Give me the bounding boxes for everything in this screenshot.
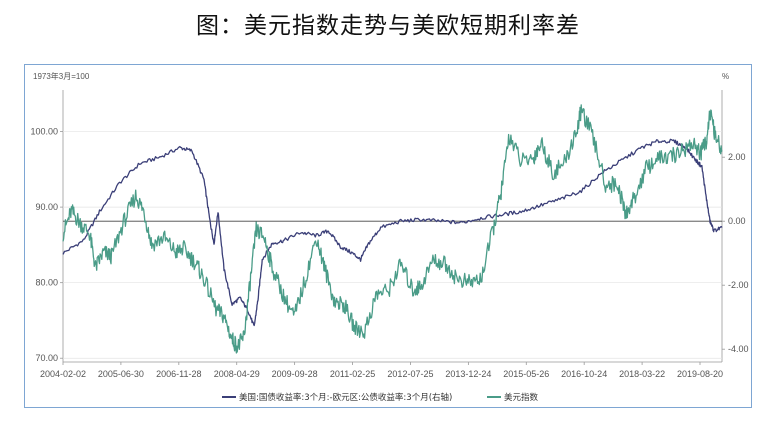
chart-title: 图：美元指数走势与美欧短期利率差 [196,13,580,39]
y-right-tick-label: 0.00 [728,216,746,226]
x-tick-label: 2004-02-02 [40,369,86,379]
x-tick-label: 2015-05-26 [503,369,549,379]
x-tick-label: 2012-07-25 [387,369,433,379]
y-right-tick-label: -2.00 [728,280,749,290]
legend-label: 美元指数 [504,392,539,403]
x-tick-label: 2016-10-24 [561,369,607,379]
chart-frame [24,64,752,408]
x-tick-label: 2019-08-20 [677,369,723,379]
x-tick-label: 2009-09-28 [272,369,318,379]
y-right-tick-label: 2.00 [728,152,746,162]
right-axis-unit: % [722,72,729,81]
left-axis-unit: 1973年3月=100 [33,71,90,81]
legend-label: 美国:国债收益率:3个月:-欧元区:公债收益率:3个月(右轴) [239,392,452,403]
y-left-tick-label: 70.00 [35,353,58,363]
x-tick-label: 2013-12-24 [445,369,491,379]
y-right-tick-label: -4.00 [728,344,749,354]
x-tick-label: 2018-03-22 [619,369,665,379]
x-tick-label: 2006-11-28 [156,369,201,379]
y-left-tick-label: 90.00 [35,202,58,212]
x-tick-label: 2011-02-25 [330,369,375,379]
series-line-dollar-index [62,104,723,354]
y-left-tick-label: 100.00 [30,127,58,137]
x-tick-label: 2008-04-29 [214,369,260,379]
series-line-rate-spread [62,138,723,327]
y-left-tick-label: 80.00 [35,278,58,288]
x-tick-label: 2005-06-30 [98,369,144,379]
